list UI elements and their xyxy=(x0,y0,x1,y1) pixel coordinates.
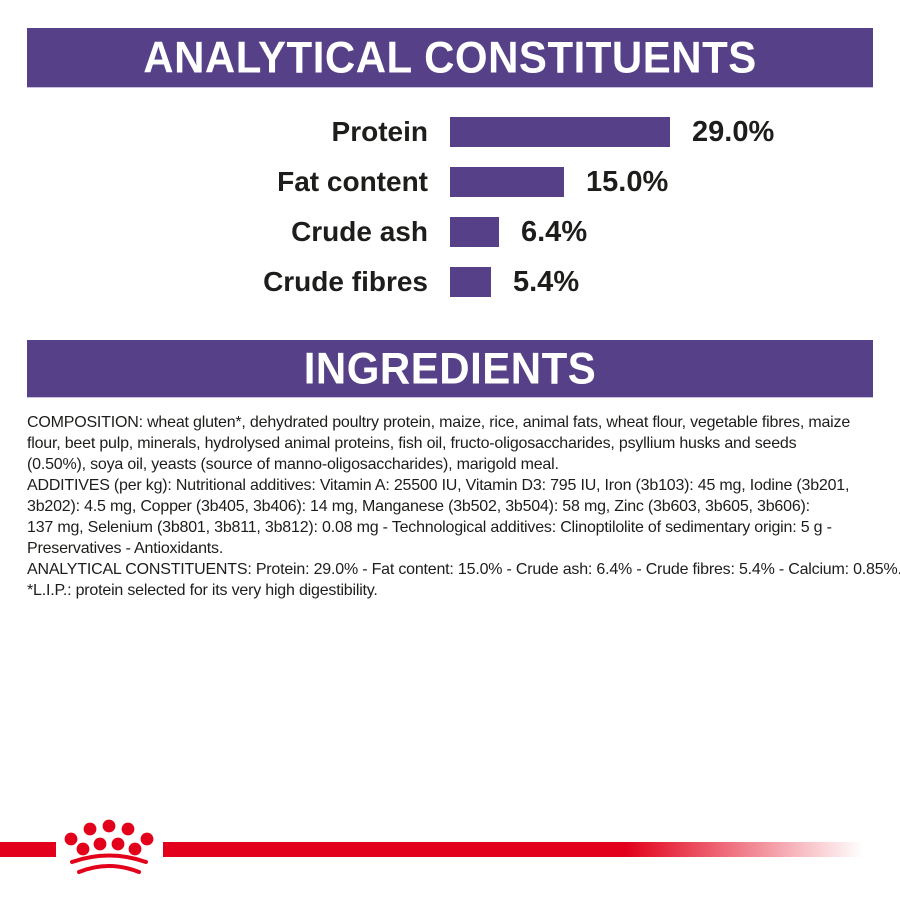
bar-crude-ash xyxy=(450,217,499,247)
additives-line: Preservatives - Antioxidants. xyxy=(27,540,224,557)
lip-footnote-line: *L.I.P.: protein selected for its very h… xyxy=(27,582,378,599)
bar-value-protein: 29.0% xyxy=(692,115,775,148)
bar-fat-content xyxy=(450,167,564,197)
composition-line: flour, beet pulp, minerals, hydrolysed a… xyxy=(27,435,797,452)
analytical-constituents-chart: Protein 29.0% Fat content 15.0% Crude as… xyxy=(0,115,900,317)
additives-line: 3b202): 4.5 mg, Copper (3b405, 3b406): 1… xyxy=(27,498,810,515)
analytical-constituents-banner: ANALYTICAL CONSTITUENTS xyxy=(27,28,873,87)
bar-label-fat-content: Fat content xyxy=(277,166,428,197)
analytical-constituents-line: ANALYTICAL CONSTITUENTS: Protein: 29.0% … xyxy=(27,561,900,578)
bar-value-fat-content: 15.0% xyxy=(586,165,669,198)
chart-row-crude-ash: Crude ash 6.4% xyxy=(0,215,900,248)
chart-row-fat-content: Fat content 15.0% xyxy=(0,165,900,198)
additives-line: ADDITIVES (per kg): Nutritional additive… xyxy=(27,477,850,494)
ingredients-title: INGREDIENTS xyxy=(303,343,597,393)
bar-crude-fibres xyxy=(450,267,491,297)
red-band-right-gradient xyxy=(163,842,863,857)
bar-value-crude-fibres: 5.4% xyxy=(513,265,580,298)
bar-protein xyxy=(450,117,670,147)
ingredients-banner: INGREDIENTS xyxy=(27,340,873,397)
bar-label-crude-fibres: Crude fibres xyxy=(263,266,428,297)
chart-row-crude-fibres: Crude fibres 5.4% xyxy=(0,265,900,298)
composition-line: (0.50%), soya oil, yeasts (source of man… xyxy=(27,456,559,473)
bar-value-crude-ash: 6.4% xyxy=(521,215,588,248)
composition-line: COMPOSITION: wheat gluten*, dehydrated p… xyxy=(27,414,851,431)
additives-line: 137 mg, Selenium (3b801, 3b811, 3b812): … xyxy=(27,519,832,536)
red-band-left xyxy=(0,842,56,857)
bar-label-crude-ash: Crude ash xyxy=(291,216,428,247)
ingredients-text-block: COMPOSITION: wheat gluten*, dehydrated p… xyxy=(27,412,900,601)
chart-row-protein: Protein 29.0% xyxy=(0,115,900,148)
analytical-constituents-title: ANALYTICAL CONSTITUENTS xyxy=(143,32,757,82)
royal-canin-crown-logo xyxy=(64,819,154,874)
bar-label-protein: Protein xyxy=(331,116,428,147)
